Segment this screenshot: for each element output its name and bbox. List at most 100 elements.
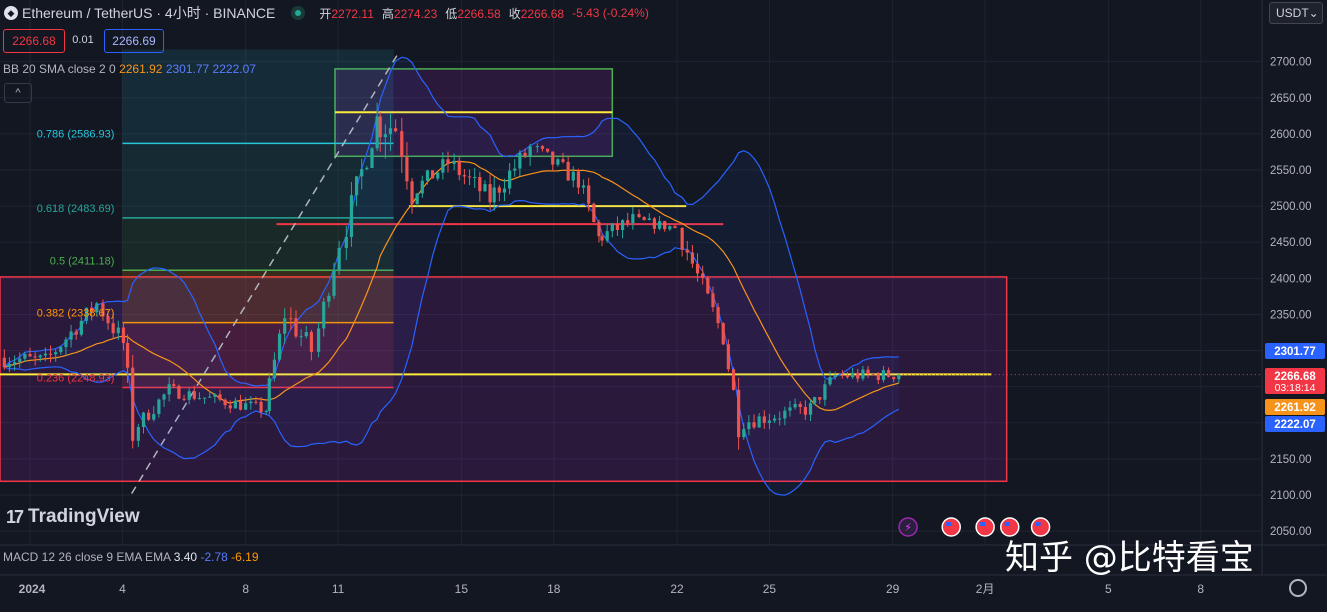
market-open-icon [291, 6, 306, 20]
candle-body [600, 236, 604, 241]
symbol-title[interactable]: Ethereum / TetherUS · 4小时 · BINANCE [22, 5, 276, 21]
bb-basis-value: 2261.92 [119, 62, 163, 76]
macd-value: 3.40 [173, 550, 198, 564]
candle-body [813, 397, 817, 404]
candle-body [892, 376, 896, 380]
candle-body [798, 403, 802, 408]
candle-body [147, 412, 151, 420]
candle-body [711, 293, 715, 308]
candle-body [182, 398, 186, 400]
candle-body [208, 396, 212, 398]
price-tick-label: 2100.00 [1270, 490, 1312, 502]
price-tick-label: 2050.00 [1270, 526, 1312, 538]
tradingview-logo: 17 TradingView [6, 506, 140, 528]
fib-level-label: 0.618 (2483.69) [37, 203, 115, 215]
candle-body [856, 372, 860, 379]
price-label-badge [1265, 343, 1325, 359]
candle-body [304, 332, 308, 337]
candle-body [430, 170, 435, 179]
candle-body [157, 399, 161, 415]
macd-legend[interactable]: MACD 12 26 close 9 EMA EMA 3.40 -2.78 -6… [3, 550, 259, 564]
logo-mark: 17 [6, 506, 24, 527]
candle-body [571, 171, 575, 181]
candle-body [23, 354, 27, 359]
candle-body [187, 391, 191, 400]
chevron-down-icon: ⌄ [1308, 6, 1319, 20]
gear-icon[interactable] [1289, 579, 1307, 597]
candle-body [95, 303, 99, 313]
candle-body [12, 362, 17, 364]
price-label-badge [1265, 416, 1325, 432]
currency-select[interactable]: USDT ⌄ [1269, 2, 1323, 24]
candle-body [228, 405, 232, 409]
candle-body [400, 131, 404, 158]
candle-body [272, 359, 277, 379]
bb-lower-line [4, 199, 900, 496]
candle-body [690, 252, 695, 264]
us-flag-canton [980, 522, 986, 526]
candle-body [701, 273, 705, 278]
candle-body [881, 370, 886, 380]
candle-body [152, 414, 156, 420]
candle-body [605, 231, 609, 241]
currency-value: USDT [1276, 6, 1309, 20]
ohlc-high: 高2274.23 [381, 6, 438, 21]
time-tick-label: 25 [763, 582, 777, 596]
candle-body [354, 176, 359, 196]
candle-body [467, 176, 472, 178]
price-change: -5.43 (-0.24%) [572, 6, 649, 20]
candle-body [327, 295, 331, 302]
candle-body [767, 420, 772, 423]
candle-body [657, 221, 662, 229]
candle-body [259, 401, 263, 413]
lightning-glyph: ⚡ [904, 521, 912, 534]
candle-body [668, 226, 672, 230]
candle-body [642, 217, 646, 220]
us-flag-canton [1035, 522, 1041, 526]
bb-legend[interactable]: BB 20 SMA close 2 0 2261.92 2301.77 2222… [3, 62, 256, 76]
candle-body [79, 320, 83, 335]
candle-body [518, 152, 522, 169]
candle-body [172, 384, 176, 387]
lightning-icon [898, 517, 918, 537]
fib-zone [122, 49, 394, 144]
sell-button[interactable]: 2266.68 [3, 29, 65, 53]
candle-body [587, 185, 591, 204]
price-tick-label: 2650.00 [1270, 93, 1312, 105]
candle-body [121, 327, 126, 343]
fib-level-label: 0.5 (2411.18) [50, 255, 115, 267]
candle-body [383, 134, 387, 138]
candle-body [551, 151, 555, 165]
price-label-badge [1265, 368, 1325, 394]
collapse-legend-button[interactable]: ^ [4, 83, 32, 103]
time-tick-label: 18 [547, 582, 561, 596]
candle-body [861, 369, 865, 379]
buy-button[interactable]: 2266.69 [104, 29, 164, 53]
symbol-header: ◆ Ethereum / TetherUS · 4小时 · BINANCE 开2… [0, 0, 649, 26]
price-tick-label: 2500.00 [1270, 201, 1312, 213]
candle-body [726, 344, 730, 370]
macd-label: MACD 12 26 close 9 EMA EMA [3, 550, 171, 564]
candle-body [808, 403, 813, 415]
candle-body [116, 327, 120, 334]
candle-body [267, 378, 271, 412]
candle-body [540, 146, 545, 149]
bb-lower-value: 2222.07 [212, 62, 256, 76]
price-tick-label: 2150.00 [1270, 454, 1312, 466]
price-tick-label: 2700.00 [1270, 57, 1312, 69]
candle-body [706, 277, 710, 294]
fib-level-label: 0.236 (2248.93) [37, 372, 115, 384]
candle-body [747, 422, 751, 429]
candle-body [360, 169, 364, 177]
candle-body [737, 389, 741, 438]
candle-body [244, 403, 248, 410]
zone-box [0, 276, 1008, 483]
candle-body [299, 336, 303, 338]
candle-body [840, 374, 844, 376]
candle-body [488, 184, 492, 203]
logo-text: TradingView [28, 506, 140, 527]
candle-body [742, 428, 746, 438]
time-tick-label: 2024 [19, 582, 46, 596]
candle-series [2, 102, 901, 450]
